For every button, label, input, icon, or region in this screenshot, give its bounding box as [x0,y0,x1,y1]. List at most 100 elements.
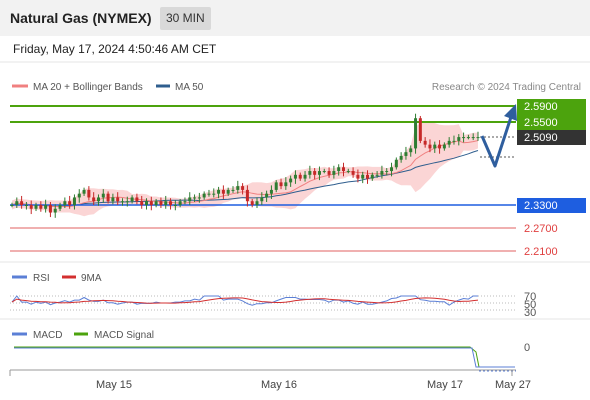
macd-line [14,347,515,368]
candle-body [48,205,52,213]
candle-body [332,171,336,175]
candle-body [447,140,451,145]
candle-body [452,140,456,142]
x-tick-label: May 17 [427,379,463,391]
ma20-legend-label: MA 20 + Bollinger Bands [33,82,143,93]
candle-body [457,137,461,141]
candle-body [298,174,302,179]
candle-body [308,171,312,175]
price-label-s1: 2.3300 [524,200,558,212]
candle-body [269,189,273,194]
price-label-r1: 2.5500 [524,117,558,129]
candle-body [433,144,437,149]
timeframe-badge[interactable]: 30 MIN [160,7,211,30]
candle-body [101,193,105,198]
candle-body [188,197,192,202]
candle-body [351,171,355,175]
candle-body [471,137,475,139]
candle-body [366,174,370,179]
candle-body [327,171,331,175]
candle-body [58,205,62,209]
candle-body [226,189,230,194]
ma50-legend-label: MA 50 [175,82,204,93]
rsi-label-50: 50 [524,299,536,311]
candle-body [390,167,394,172]
rsi-label-70: 70 [524,291,536,303]
candle-body [260,197,264,202]
x-tick-label: May 16 [261,379,297,391]
x-tick-label: May 15 [96,379,132,391]
candle-body [130,197,134,202]
rsi-label-30: 30 [524,307,536,319]
candle-body [404,152,408,156]
rsi-ma-legend-label: 9MA [81,273,102,284]
candle-body [68,201,72,205]
price-label-r2-bg [517,99,586,114]
candle-body [92,197,96,202]
candle-body [135,197,139,202]
candle-body [24,205,28,206]
candle-body [322,171,326,173]
macd-legend-label: MACD [33,330,62,341]
candle-body [241,186,245,190]
candle-body [236,186,240,190]
candle-body [250,201,254,205]
candle-body [159,201,163,205]
instrument-title: Natural Gas (NYMEX) [10,10,152,26]
candle-body [164,201,168,205]
candle-body [183,201,187,203]
candle-body [370,174,374,179]
candle-body [197,197,201,199]
candle-body [414,118,418,149]
candle-body [293,174,297,179]
candle-body [361,174,365,179]
ma20-line [11,140,479,207]
candle-body [82,189,86,194]
candle-body [423,140,427,145]
candle-body [29,205,33,209]
candle-body [53,208,57,213]
candle-body [337,167,341,172]
candle-body [442,144,446,149]
candle-body [317,171,321,175]
macd-signal-line [14,346,480,368]
candles-group [10,113,480,218]
candle-body [87,189,91,198]
macd-zero-label: 0 [524,342,530,354]
candle-body [279,182,283,187]
candle-body [462,137,466,139]
candle-body [428,144,432,149]
candle-body [313,171,317,175]
price-label-s3: 2.2100 [524,246,558,258]
candle-body [44,205,48,209]
candle-body [10,205,14,206]
candle-body [39,205,43,209]
candle-body [149,201,153,205]
candle-body [284,182,288,187]
x-tick-label: May 27 [495,379,531,391]
candle-body [245,189,249,202]
candle-body [394,159,398,168]
macd-signal-legend-label: MACD Signal [94,330,154,341]
forecast-arrow [480,113,514,168]
candle-body [346,171,350,173]
candle-body [303,174,307,179]
candle-body [207,193,211,195]
candle-body [265,193,269,198]
price-label-last-bg [517,130,586,145]
candle-body [221,189,225,194]
candle-body [385,171,389,173]
candle-body [289,178,293,183]
price-label-last: 2.5090 [524,132,558,144]
candle-body [145,201,149,205]
candle-body [154,201,158,205]
candle-body [231,189,235,191]
candle-body [418,118,422,141]
candle-body [173,205,177,206]
candle-body [375,174,379,176]
header-bar [0,0,590,36]
candle-body [15,201,19,205]
ma50-line [11,150,479,208]
rsi-ma-line [11,297,479,304]
credit-text: Research © 2024 Trading Central [432,82,581,93]
